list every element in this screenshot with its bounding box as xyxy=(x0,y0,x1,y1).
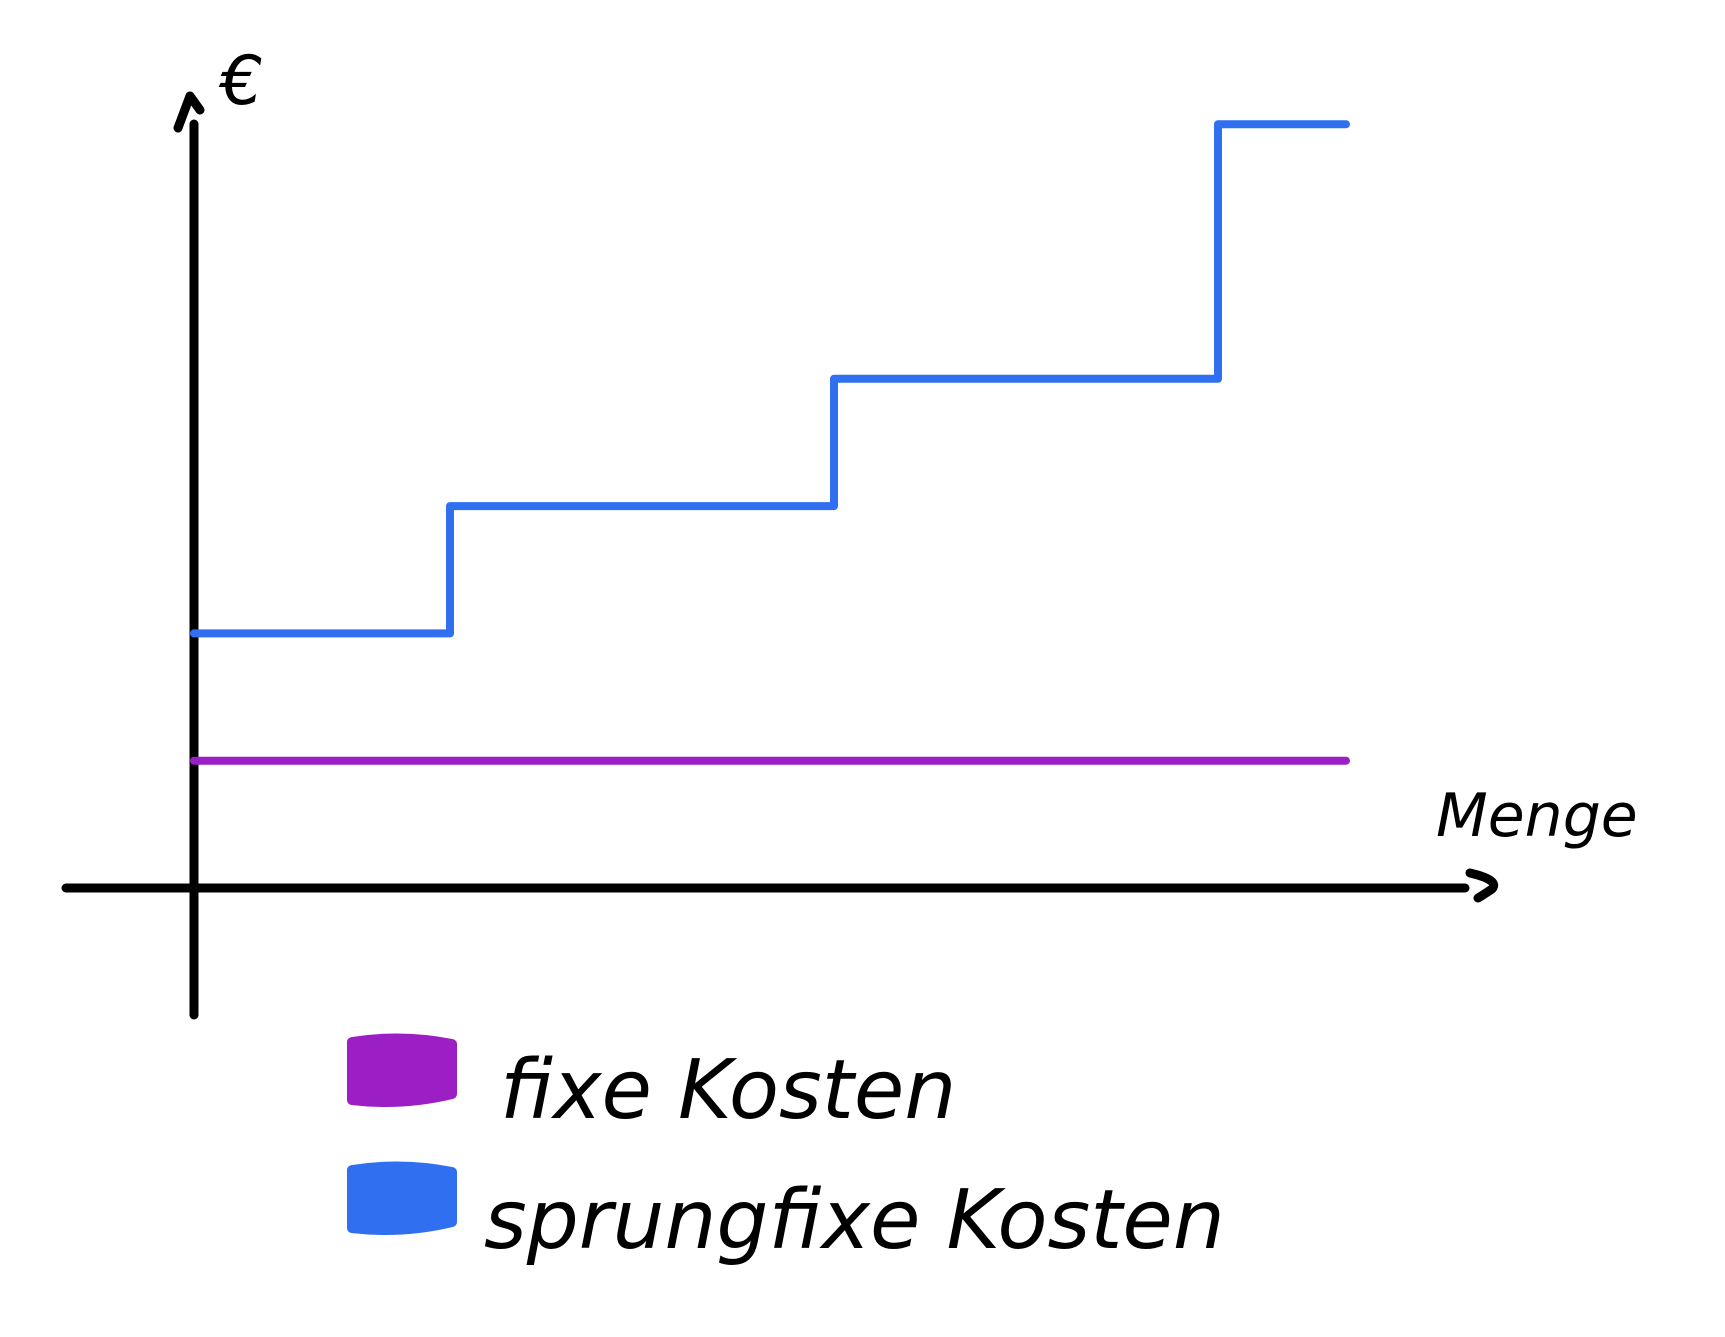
legend: fixe Kosten sprungfixe Kosten xyxy=(347,1033,1225,1268)
legend-label-fixe-kosten: fixe Kosten xyxy=(500,1043,956,1138)
legend-label-sprungfixe-kosten: sprungfixe Kosten xyxy=(484,1173,1225,1268)
y-axis-label: € xyxy=(218,42,263,121)
series-layer xyxy=(190,120,1350,765)
legend-swatch-sprungfixe-kosten xyxy=(347,1161,457,1235)
legend-swatch-fixe-kosten xyxy=(347,1033,457,1107)
y-axis-arrow xyxy=(173,91,205,133)
x-axis-arrow xyxy=(1465,868,1499,903)
series-line-sprungfixe-kosten xyxy=(190,120,1350,638)
x-axis-label: Menge xyxy=(1436,781,1638,851)
axes: € Menge xyxy=(61,42,1638,1020)
